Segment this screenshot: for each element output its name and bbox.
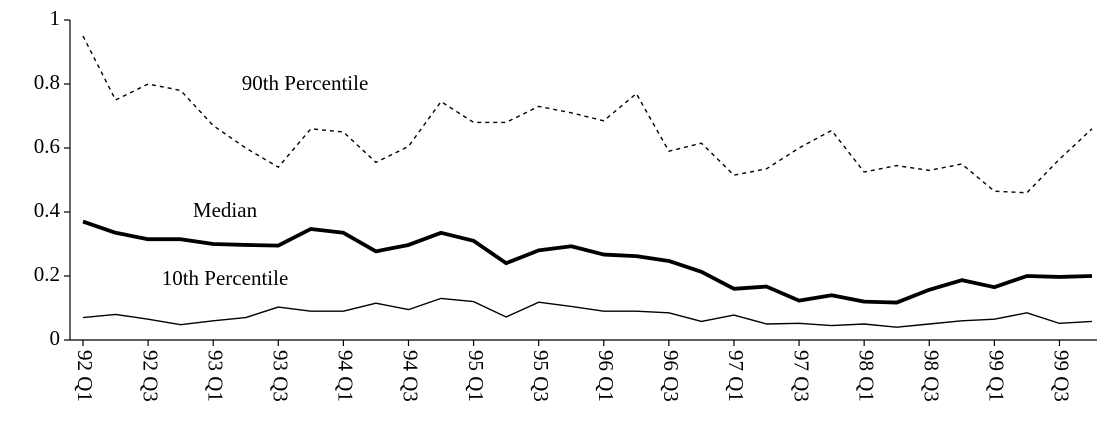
y-tick-label: 0.6 — [34, 134, 60, 158]
y-tick-label: 1 — [50, 6, 61, 30]
x-tick-label: 96 Q1 — [594, 350, 618, 402]
x-tick-label: 95 Q1 — [464, 350, 488, 402]
x-tick-label: 99 Q3 — [1050, 350, 1074, 402]
x-tick-label: 94 Q1 — [334, 350, 358, 402]
series-label: 90th Percentile — [242, 71, 369, 95]
series-line — [82, 219, 1093, 305]
series-label: 10th Percentile — [162, 266, 289, 290]
x-tick-label: 93 Q1 — [203, 350, 227, 402]
series-line — [82, 297, 1093, 328]
x-tick-label: 97 Q1 — [724, 350, 748, 402]
series-label: Median — [193, 198, 258, 222]
y-tick-label: 0.8 — [34, 70, 60, 94]
x-tick-label: 94 Q3 — [399, 350, 423, 402]
x-tick-label: 97 Q3 — [789, 350, 813, 402]
x-tick-label: 93 Q3 — [268, 350, 292, 402]
y-tick-label: 0.2 — [34, 262, 60, 286]
x-tick-label: 98 Q3 — [919, 350, 943, 402]
x-tick-label: 92 Q1 — [73, 350, 97, 402]
y-tick-label: 0 — [50, 326, 61, 350]
y-tick-label: 0.4 — [34, 198, 61, 222]
x-tick-label: 96 Q3 — [659, 350, 683, 402]
series-line — [82, 35, 1093, 194]
x-tick-label: 95 Q3 — [529, 350, 553, 402]
x-tick-label: 92 Q3 — [138, 350, 162, 402]
x-tick-label: 99 Q1 — [985, 350, 1009, 402]
x-tick-label: 98 Q1 — [854, 350, 878, 402]
